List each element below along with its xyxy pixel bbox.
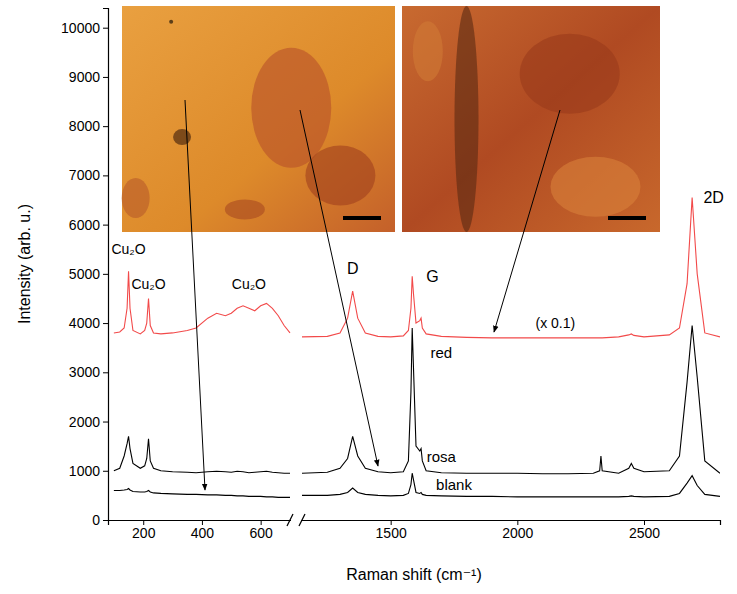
y-tick-mark bbox=[103, 422, 108, 423]
photo-spot bbox=[520, 34, 620, 114]
annotation: Cu₂O bbox=[232, 276, 266, 292]
arrows bbox=[185, 100, 560, 490]
spectrum-line bbox=[114, 326, 720, 474]
y-tick: 10000 bbox=[61, 20, 108, 36]
y-tick-label: 9000 bbox=[69, 69, 100, 85]
arrow bbox=[185, 100, 205, 490]
photo-spot bbox=[122, 178, 150, 218]
series-label: red bbox=[430, 344, 452, 361]
photo bbox=[122, 6, 395, 232]
y-tick-mark bbox=[103, 28, 108, 29]
inset-photos bbox=[122, 6, 660, 232]
y-tick-label: 0 bbox=[92, 512, 100, 528]
axis-break-slash bbox=[287, 514, 293, 526]
y-tick-label: 5000 bbox=[69, 266, 100, 282]
y-tick-mark bbox=[103, 323, 108, 324]
y-tick-mark bbox=[103, 274, 108, 275]
x-axis: 200 400 600 1500 2000 2500 bbox=[109, 520, 721, 541]
photo-spot bbox=[169, 20, 173, 24]
y-tick-mark bbox=[103, 225, 108, 226]
y-tick: 6000 bbox=[69, 217, 108, 233]
x-tick: 200 bbox=[132, 520, 156, 541]
axis-break bbox=[287, 514, 305, 526]
chart: 0 1000 2000 3000 4000 5000 6000 7000 8000 9000 100… bbox=[0, 0, 737, 594]
photo-spot bbox=[225, 199, 265, 219]
y-tick: 7000 bbox=[69, 167, 108, 183]
x-tick: 2500 bbox=[629, 520, 660, 541]
y-tick-mark bbox=[103, 471, 108, 472]
plot-lines bbox=[114, 198, 720, 498]
y-tick-label: 7000 bbox=[69, 167, 100, 183]
annotation: G bbox=[426, 268, 438, 285]
photo-spot bbox=[551, 157, 641, 217]
y-tick-mark bbox=[103, 77, 108, 78]
y-tick: 5000 bbox=[69, 266, 108, 282]
y-tick-label: 3000 bbox=[69, 364, 100, 380]
y-tick-mark bbox=[103, 372, 108, 373]
scale-bar bbox=[343, 216, 381, 220]
photo-background bbox=[402, 6, 660, 232]
x-tick-label: 1500 bbox=[376, 525, 407, 541]
y-tick-label: 10000 bbox=[61, 20, 100, 36]
x-tick: 2000 bbox=[502, 520, 533, 541]
annotations: Cu₂O Cu₂O Cu₂O D G 2D (x 0.1) red rosa blank bbox=[111, 189, 723, 493]
y-tick: 8000 bbox=[69, 118, 108, 134]
x-axis-title: Raman shift (cm⁻¹) bbox=[346, 566, 482, 583]
annotation: 2D bbox=[703, 189, 723, 206]
annotation: Cu₂O bbox=[131, 276, 165, 292]
y-tick-mark bbox=[103, 175, 108, 176]
photo-spot bbox=[173, 129, 191, 145]
annotation: D bbox=[347, 260, 359, 277]
series-label: blank bbox=[436, 476, 472, 493]
x-tick: 400 bbox=[191, 520, 215, 541]
y-tick: 9000 bbox=[69, 69, 108, 85]
y-axis: 0 1000 2000 3000 4000 5000 6000 7000 8000 9000 100… bbox=[61, 9, 108, 528]
spectrum-line bbox=[114, 198, 720, 338]
y-tick-label: 1000 bbox=[69, 463, 100, 479]
series-label: rosa bbox=[427, 448, 457, 465]
photo-background bbox=[122, 6, 395, 232]
photo bbox=[402, 6, 660, 232]
photo-spot bbox=[251, 48, 331, 168]
scale-bar bbox=[608, 216, 646, 220]
x-tick-label: 400 bbox=[191, 525, 215, 541]
x-tick: 600 bbox=[249, 520, 273, 541]
photo-spot bbox=[455, 6, 479, 232]
x-tick-label: 2500 bbox=[629, 525, 660, 541]
arrow bbox=[300, 110, 378, 466]
y-tick: 1000 bbox=[69, 463, 108, 479]
y-tick-mark bbox=[103, 520, 108, 521]
y-tick-label: 4000 bbox=[69, 315, 100, 331]
y-tick: 4000 bbox=[69, 315, 108, 331]
y-tick-mark bbox=[103, 126, 108, 127]
x-tick-label: 2000 bbox=[502, 525, 533, 541]
axis-break-slash bbox=[299, 514, 305, 526]
y-axis-title: Intensity (arb. u.) bbox=[16, 204, 33, 324]
y-tick: 2000 bbox=[69, 414, 108, 430]
y-tick-label: 2000 bbox=[69, 414, 100, 430]
x-tick-label: 200 bbox=[132, 525, 156, 541]
x-tick-label: 600 bbox=[249, 525, 273, 541]
photo-spot bbox=[413, 21, 443, 81]
x-tick: 1500 bbox=[376, 520, 407, 541]
y-tick-label: 6000 bbox=[69, 217, 100, 233]
arrow bbox=[494, 110, 560, 332]
annotation: Cu₂O bbox=[111, 241, 145, 257]
y-axis-line bbox=[103, 9, 109, 521]
y-tick-label: 8000 bbox=[69, 118, 100, 134]
annotation: (x 0.1) bbox=[535, 315, 575, 331]
y-tick: 3000 bbox=[69, 364, 108, 380]
y-tick: 0 bbox=[92, 512, 108, 528]
photo-spot bbox=[305, 146, 375, 206]
